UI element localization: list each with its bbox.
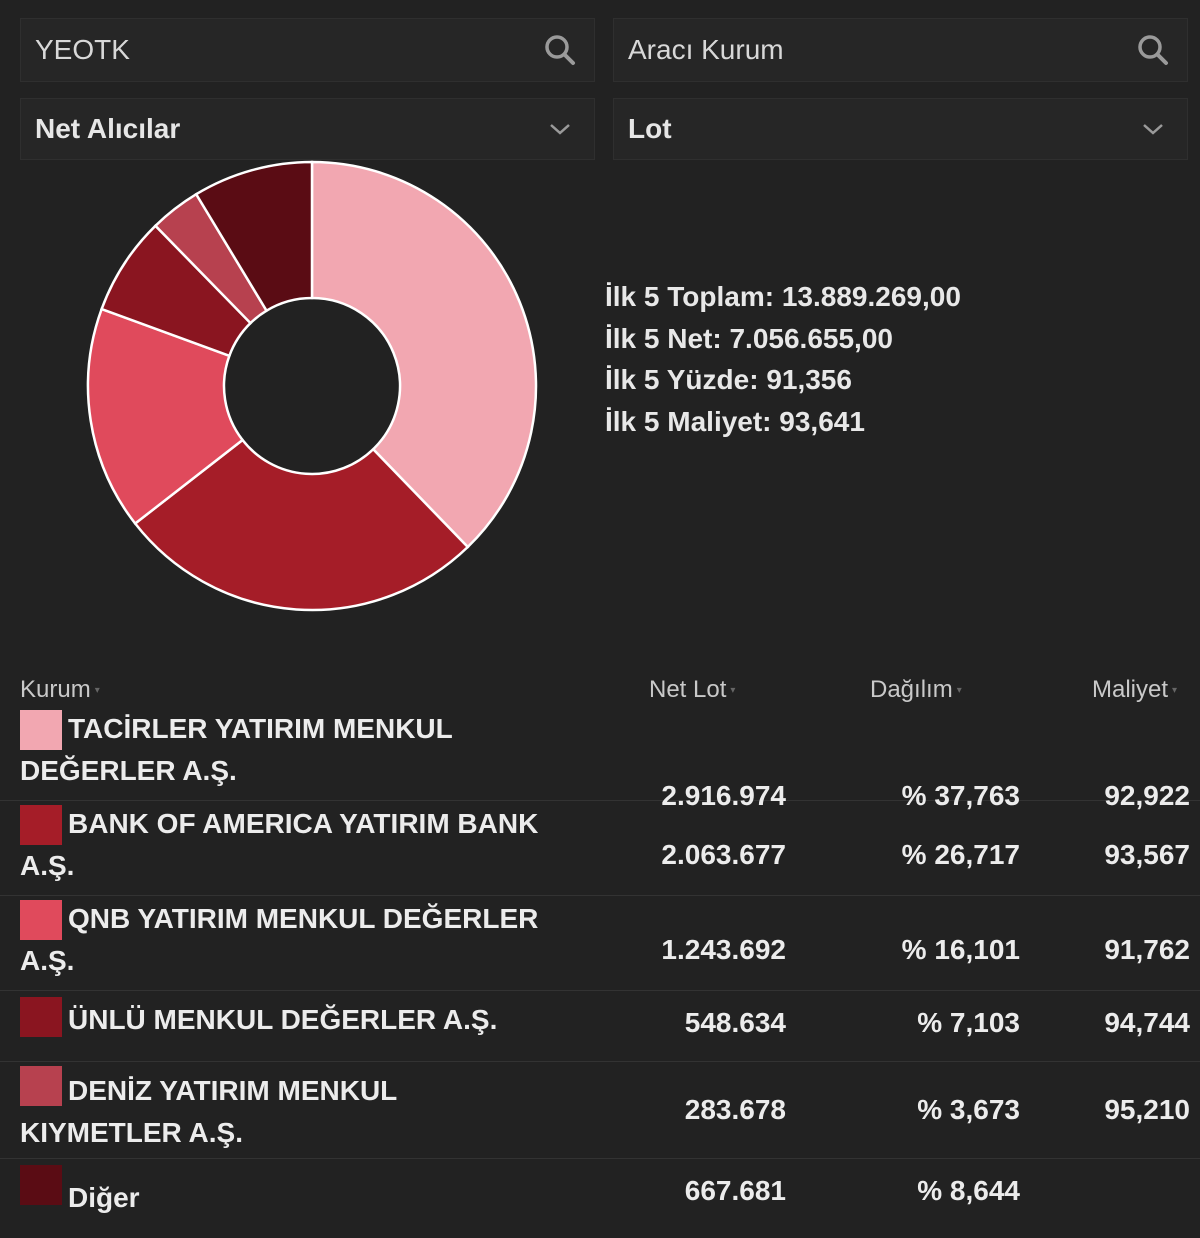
cost-value: 94,744 [1104,1007,1190,1038]
top5-total: İlk 5 Toplam: 13.889.269,00 [605,281,961,312]
search-icon[interactable] [1133,30,1173,70]
broker-name: BANK OF AMERICA YATIRIM BANK A.Ş. [20,808,539,881]
net-lot-value: 2.916.974 [661,780,786,811]
header-kurum[interactable]: Kurum ▾ [20,676,100,703]
donut-slice[interactable] [194,160,314,313]
unit-select-value[interactable]: Lot [628,113,672,144]
broker-name: DENİZ YATIRIM MENKUL KIYMETLER A.Ş. [20,1075,397,1148]
cost-value: 91,762 [1104,934,1190,965]
table-row[interactable]: Diğer 667.681 % 8,644 [0,1159,1200,1229]
net-lot-value: 1.243.692 [661,934,786,965]
cost-value: 93,567 [1104,839,1190,870]
distribution-value: % 8,644 [917,1175,1020,1206]
distribution-value: % 37,763 [901,780,1020,811]
top5-cost: İlk 5 Maliyet: 93,641 [605,405,865,437]
sort-icon[interactable]: ▾ [1172,684,1178,696]
donut-slice[interactable] [310,160,538,549]
table-row[interactable]: DENİZ YATIRIM MENKUL KIYMETLER A.Ş. 283.… [0,1062,1200,1159]
header-maliyet[interactable]: Maliyet ▾ [1092,676,1178,703]
chevron-down-icon[interactable] [540,109,580,149]
broker-name: ÜNLÜ MENKUL DEĞERLER A.Ş. [68,1004,498,1035]
net-lot-value: 667.681 [684,1175,786,1206]
table-header: Kurum ▾ Net Lot ▾ Dağılım ▾ Maliyet ▾ [0,672,1200,712]
symbol-search-field[interactable]: YEOTK [20,18,595,82]
broker-name: TACİRLER YATIRIM MENKUL DEĞERLER A.Ş. [20,713,453,786]
legend-swatch [20,900,62,940]
side-select[interactable]: Net Alıcılar [20,98,595,160]
sort-icon[interactable]: ▾ [956,684,962,696]
distribution-value: % 3,673 [917,1094,1020,1125]
cost-value: 95,210 [1104,1094,1190,1125]
unit-select[interactable]: Lot [613,98,1188,160]
table-row[interactable]: QNB YATIRIM MENKUL DEĞERLER A.Ş. 1.243.6… [0,896,1200,991]
net-lot-value: 2.063.677 [661,839,786,870]
top5-percent: İlk 5 Yüzde: 91,356 [605,364,852,395]
net-lot-value: 283.678 [684,1094,786,1125]
search-icon[interactable] [540,30,580,70]
top5-net: İlk 5 Net: 7.056.655,00 [605,322,893,354]
header-dagilim[interactable]: Dağılım ▾ [870,676,962,703]
legend-swatch [20,1066,62,1106]
broker-table: Kurum ▾ Net Lot ▾ Dağılım ▾ Maliyet ▾ TACİRL… [0,672,1200,1229]
table-row[interactable]: BANK OF AMERICA YATIRIM BANK A.Ş. 2.063.… [0,801,1200,896]
legend-swatch [20,805,62,845]
distribution-value: % 26,717 [901,839,1020,870]
net-lot-value: 548.634 [684,1007,786,1038]
distribution-value: % 7,103 [917,1007,1020,1038]
legend-swatch [20,997,62,1037]
distribution-donut-chart [86,160,538,612]
broker-search-field[interactable]: Aracı Kurum [613,18,1188,82]
sort-icon[interactable]: ▾ [94,684,100,696]
top5-summary: İlk 5 Toplam: 13.889.269,00 İlk 5 Net: 7… [605,276,961,442]
donut-slice[interactable] [133,438,470,612]
table-row[interactable]: ÜNLÜ MENKUL DEĞERLER A.Ş. 548.634 % 7,10… [0,991,1200,1062]
header-net-lot[interactable]: Net Lot ▾ [649,676,736,703]
distribution-value: % 16,101 [901,934,1020,965]
legend-swatch [20,1165,62,1205]
legend-swatch [20,710,62,750]
side-select-value[interactable]: Net Alıcılar [35,113,181,144]
chevron-down-icon[interactable] [1133,109,1173,149]
broker-name: QNB YATIRIM MENKUL DEĞERLER A.Ş. [20,903,539,976]
cost-value: 92,922 [1104,780,1190,811]
table-row[interactable]: TACİRLER YATIRIM MENKUL DEĞERLER A.Ş. 2.… [0,710,1200,811]
donut-slice[interactable] [86,307,245,526]
sort-icon[interactable]: ▾ [730,684,736,696]
symbol-search-value[interactable]: YEOTK [35,34,130,65]
broker-search-placeholder[interactable]: Aracı Kurum [628,34,784,65]
broker-name: Diğer [68,1182,140,1213]
